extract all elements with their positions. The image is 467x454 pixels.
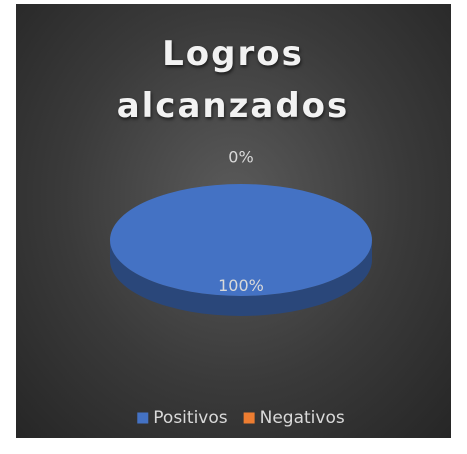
pie-slice bbox=[110, 184, 372, 296]
data-label: 0% bbox=[228, 148, 253, 167]
pie-slice-side bbox=[110, 240, 372, 316]
legend-label: Negativos bbox=[260, 408, 345, 428]
chart-title: Logros alcanzados bbox=[116, 34, 350, 126]
legend-swatch bbox=[243, 412, 255, 424]
legend-label: Positivos bbox=[153, 408, 227, 428]
legend-swatch bbox=[137, 412, 149, 424]
data-label: 100% bbox=[218, 276, 264, 295]
